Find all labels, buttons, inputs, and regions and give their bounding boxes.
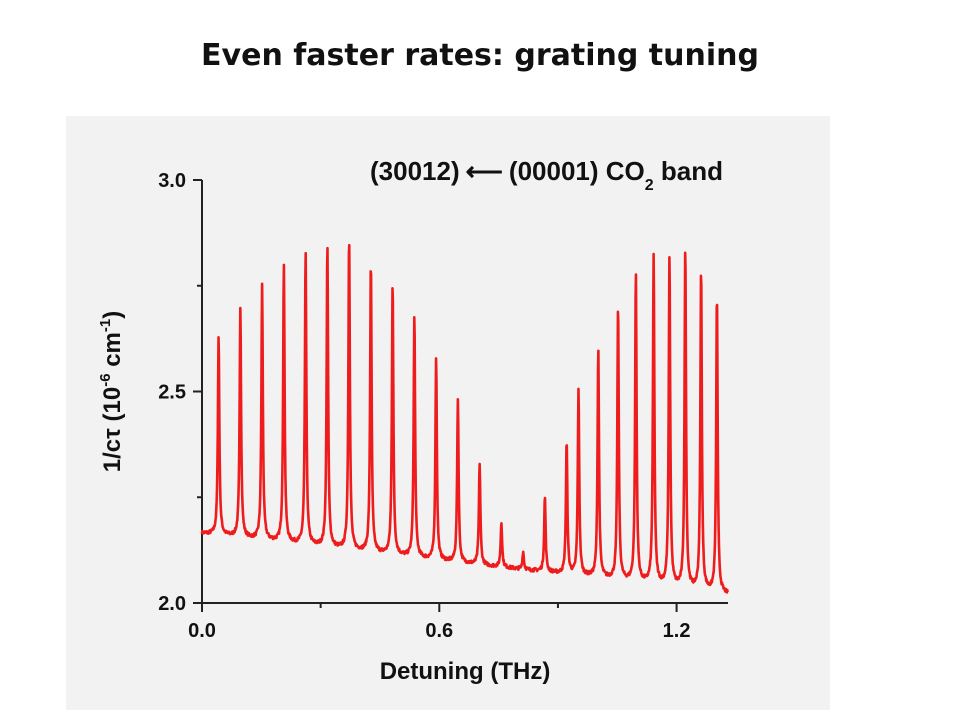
annotation-lower-level: (00001) CO	[509, 156, 645, 186]
x-tick-label: 0.0	[188, 620, 216, 642]
y-axis-title-close: )	[99, 311, 126, 319]
x-axis-title: Detuning (THz)	[380, 658, 551, 685]
y-tick-label: 2.5	[158, 382, 186, 404]
annotation-suffix: band	[654, 156, 723, 186]
series-line	[200, 243, 729, 594]
chart: 2.0 2.5 3.0 0.0 0.6 1.2 Detuning (THz) 1/cτ (…	[97, 156, 729, 685]
band-annotation: (30012) ⟵ (00001) CO2 band	[370, 156, 723, 194]
annotation-subscript: 2	[645, 177, 654, 194]
y-tick-label: 3.0	[158, 170, 186, 192]
slide-title: Even faster rates: grating tuning	[201, 38, 759, 73]
y-axis-title-exp: -6	[97, 373, 114, 386]
x-tick-label: 0.6	[425, 620, 453, 642]
y-axis-title-unit-exp: -1	[97, 319, 114, 332]
y-axis-title-unit: cm	[99, 332, 126, 373]
annotation-arrow-icon: ⟵	[466, 156, 503, 186]
axes	[201, 180, 728, 604]
y-tick-label: 2.0	[158, 593, 186, 615]
y-axis-title-tau: τ	[99, 428, 126, 439]
annotation-upper-level: (30012)	[370, 156, 460, 186]
x-tick-label: 1.2	[663, 620, 691, 642]
y-axis-title-open: (10	[99, 387, 126, 428]
ticks: 2.0 2.5 3.0 0.0 0.6 1.2	[158, 170, 690, 642]
y-axis-title: 1/cτ (10-6 cm-1)	[97, 311, 126, 473]
chart-panel: 2.0 2.5 3.0 0.0 0.6 1.2 Detuning (THz) 1/cτ (…	[66, 116, 830, 710]
y-axis-title-prefix: 1/c	[99, 439, 126, 472]
